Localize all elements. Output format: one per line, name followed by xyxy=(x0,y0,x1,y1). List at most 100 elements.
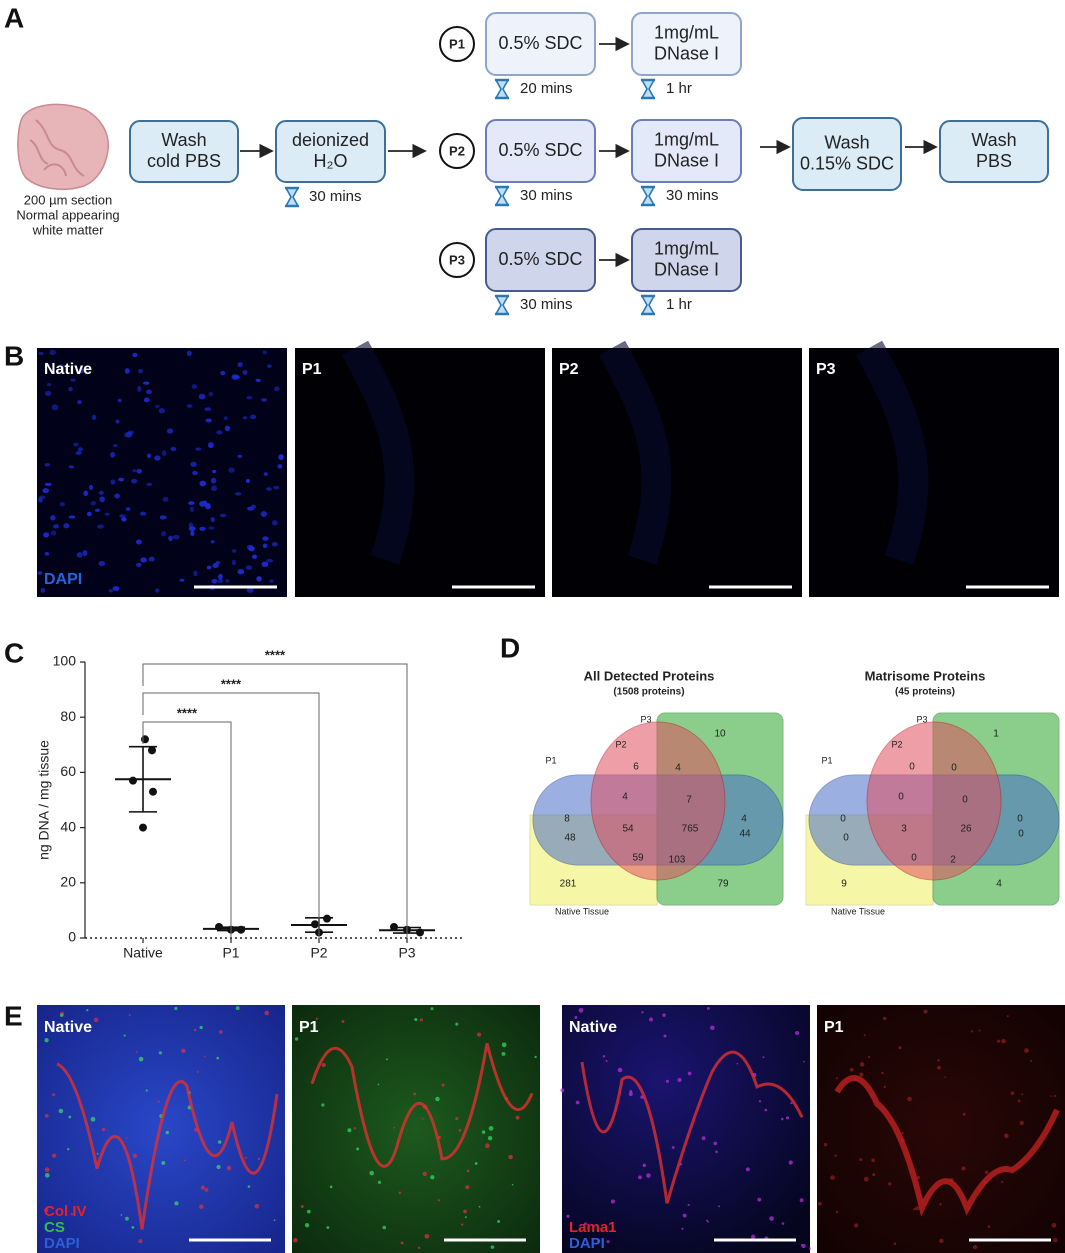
panel-letter: C xyxy=(4,637,24,668)
step-box xyxy=(631,12,742,76)
nucleus xyxy=(140,557,147,563)
nucleus xyxy=(225,579,230,583)
speckle xyxy=(602,1055,606,1058)
vessel xyxy=(56,1062,279,1230)
speckle xyxy=(44,1038,49,1043)
nucleus xyxy=(76,552,83,558)
speckle xyxy=(715,1150,718,1154)
nucleus xyxy=(44,463,51,467)
step-text: Wash xyxy=(971,130,1016,150)
speckle xyxy=(264,1010,270,1016)
speckle xyxy=(863,1034,866,1037)
nucleus xyxy=(208,391,213,397)
hourglass-shape xyxy=(640,295,656,315)
venn-set-label: Native Tissue xyxy=(555,906,609,916)
speckle xyxy=(823,1142,828,1147)
venn-count: 0 xyxy=(911,853,917,864)
speckle xyxy=(713,1141,718,1146)
venn-set-label: P2 xyxy=(615,739,626,749)
speckle xyxy=(1001,1180,1004,1183)
speckle xyxy=(315,1017,318,1020)
nucleus xyxy=(44,390,52,397)
speckle xyxy=(497,1220,501,1223)
venn-count: 0 xyxy=(951,763,957,774)
speckle xyxy=(677,1077,682,1083)
speckle xyxy=(181,1048,186,1054)
nucleus xyxy=(242,416,248,420)
speckle xyxy=(1053,1094,1056,1098)
nucleus xyxy=(124,368,130,374)
nucleus xyxy=(250,414,257,420)
nucleus xyxy=(117,398,122,403)
nucleus xyxy=(212,563,219,569)
speckle xyxy=(419,1018,423,1022)
hourglass-shape xyxy=(494,295,510,315)
nucleus xyxy=(86,511,92,517)
panel-label: Native xyxy=(44,361,92,378)
step-text: 1mg/mL xyxy=(654,238,719,258)
nucleus xyxy=(207,442,214,449)
nucleus xyxy=(216,579,224,584)
speckle xyxy=(665,1079,669,1083)
speckle xyxy=(44,1172,50,1178)
speckle xyxy=(437,1199,441,1202)
nucleus xyxy=(262,536,269,541)
speckle xyxy=(435,1096,440,1102)
nucleus xyxy=(199,526,206,531)
speckle xyxy=(174,1006,178,1011)
speckle xyxy=(606,1240,610,1244)
speckle xyxy=(235,1006,240,1011)
nucleus xyxy=(211,485,218,492)
step-text: 0.15% SDC xyxy=(800,153,894,173)
speckle xyxy=(939,1238,944,1244)
hourglass-icon xyxy=(640,185,656,207)
step-time: 1 hr xyxy=(666,296,692,313)
venn-set-label: P3 xyxy=(640,714,651,724)
venn-subtitle: (45 proteins) xyxy=(895,687,955,698)
speckle xyxy=(799,1198,804,1203)
speckle xyxy=(101,1127,106,1132)
venn-count: 4 xyxy=(741,814,747,825)
hourglass-shape xyxy=(640,79,656,99)
step-text: Wash xyxy=(161,130,206,150)
speckle xyxy=(1051,1222,1057,1228)
speckle xyxy=(834,1154,837,1157)
stain-label: Col IV xyxy=(44,1203,87,1220)
speckle xyxy=(849,1067,854,1072)
micrograph xyxy=(292,1005,540,1253)
nucleus xyxy=(256,576,262,582)
significance-bracket xyxy=(142,692,320,938)
speckle xyxy=(936,1065,941,1070)
venn-count: 26 xyxy=(960,824,972,835)
nucleus xyxy=(205,418,212,423)
speckle xyxy=(648,1017,653,1022)
speckle xyxy=(128,1014,131,1017)
venn-count: 54 xyxy=(622,824,634,835)
venn-count: 1 xyxy=(993,729,999,740)
speckle xyxy=(575,1100,580,1105)
speckle xyxy=(464,1216,467,1219)
speckle xyxy=(478,1205,481,1208)
venn-title: All Detected Proteins xyxy=(584,668,715,683)
venn-set-p2 xyxy=(866,721,1002,881)
speckle xyxy=(120,1214,123,1216)
speckle xyxy=(915,1206,920,1211)
nucleus xyxy=(70,378,76,382)
nucleus xyxy=(37,571,43,575)
speckle xyxy=(641,1011,644,1014)
nucleus xyxy=(199,480,207,487)
speckle xyxy=(560,1088,565,1093)
tissue-texture xyxy=(598,340,672,565)
data-point xyxy=(311,920,319,929)
venn-count: 3 xyxy=(901,824,907,835)
speckle xyxy=(461,1223,464,1226)
speckle xyxy=(226,1165,232,1171)
nucleus xyxy=(246,587,254,593)
speckle xyxy=(769,1216,774,1221)
speckle xyxy=(596,1240,599,1243)
micrograph xyxy=(295,348,545,597)
venn-count: 103 xyxy=(669,855,686,866)
vessel xyxy=(310,1042,534,1168)
hourglass-shape xyxy=(494,186,510,206)
nucleus xyxy=(277,464,283,469)
